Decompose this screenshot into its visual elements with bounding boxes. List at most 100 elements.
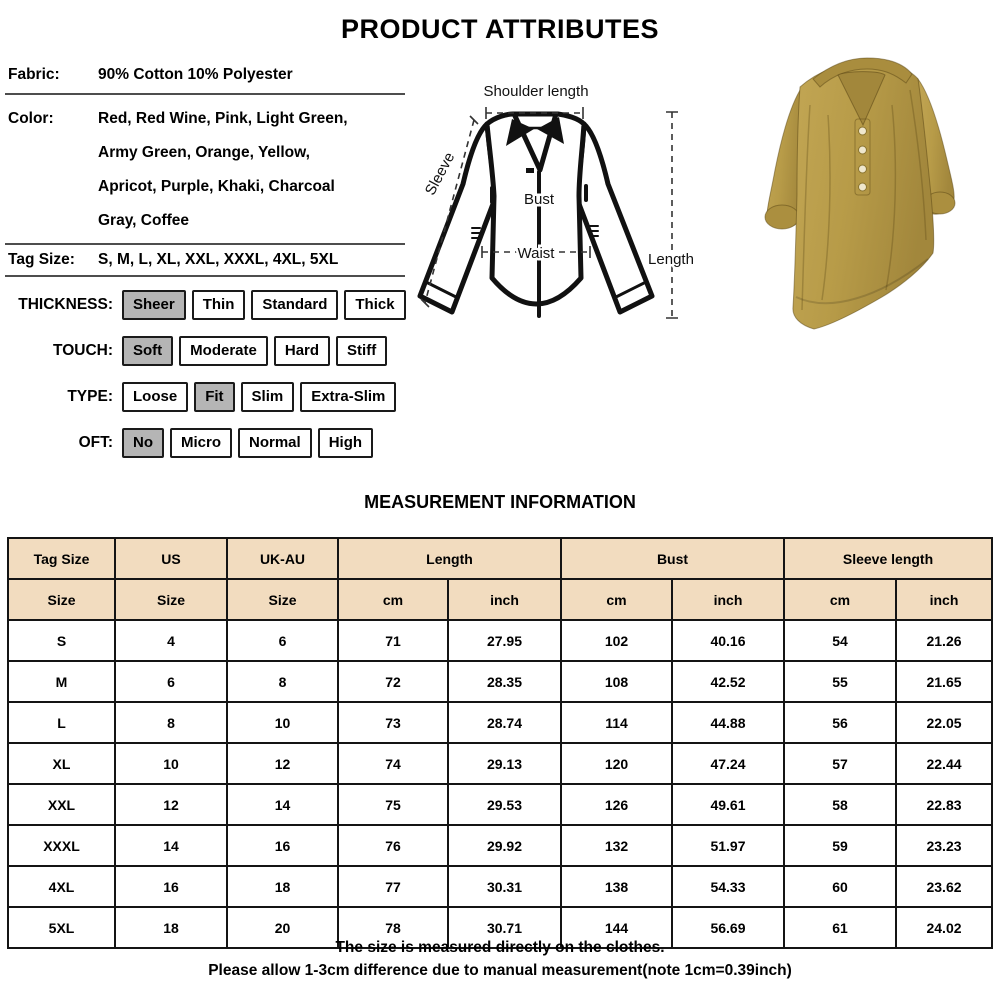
table-row: XL 10 12 74 29.13 120 47.24 57 22.44	[7, 742, 994, 785]
option-micro[interactable]: Micro	[170, 428, 233, 458]
color-label: Color:	[8, 110, 54, 127]
table-row: S 4 6 71 27.95 102 40.16 54 21.26	[7, 619, 994, 662]
size-diagram: Shoulder length Sleeve Bust Waist Length	[417, 81, 696, 319]
option-fit[interactable]: Fit	[194, 382, 235, 412]
option-extra-slim[interactable]: Extra-Slim	[300, 382, 397, 412]
size-cell: XL	[7, 742, 116, 785]
option-soft[interactable]: Soft	[122, 336, 174, 366]
size-cell: 5XL	[7, 906, 116, 949]
option-high[interactable]: High	[317, 428, 374, 458]
value-cell: 56	[783, 701, 897, 744]
selector-row: TYPE: Loose Fit Slim Extra-Slim	[5, 374, 405, 420]
value-cell: 59	[783, 824, 897, 867]
value-cell: 60	[783, 865, 897, 908]
selector-label: TYPE:	[67, 388, 113, 405]
value-cell: 12	[114, 783, 228, 826]
value-cell: 49.61	[671, 783, 785, 826]
selector-row: TOUCH: Soft Moderate Hard Stiff	[5, 328, 405, 374]
value-cell: 138	[560, 865, 673, 908]
footer-note-1: The size is measured directly on the clo…	[335, 939, 665, 956]
option-thin[interactable]: Thin	[191, 290, 246, 320]
value-cell: 56.69	[671, 906, 785, 949]
value-cell: 16	[114, 865, 228, 908]
value-cell: 6	[114, 660, 228, 703]
header-group: Sleeve length	[782, 537, 994, 580]
value-cell: 44.88	[671, 701, 785, 744]
value-cell: 28.74	[447, 701, 562, 744]
header-group: Length	[337, 537, 562, 580]
value-cell: 18	[226, 865, 339, 908]
footer-note-2: Please allow 1-3cm difference due to man…	[208, 962, 792, 979]
sleeve-label: Sleeve	[422, 150, 459, 198]
option-slim[interactable]: Slim	[240, 382, 295, 412]
selector-row: OFT: No Micro Normal High	[5, 420, 405, 466]
header-sub: inch	[447, 578, 562, 621]
table-row: 5XL 18 20 78 30.71 144 56.69 61 24.02	[7, 906, 994, 949]
selector-label: THICKNESS:	[18, 296, 113, 313]
table-row: 4XL 16 18 77 30.31 138 54.33 60 23.62	[7, 865, 994, 908]
option-standard[interactable]: Standard	[251, 290, 339, 320]
option-no[interactable]: No	[122, 428, 164, 458]
tag-size-value: S, M, L, XL, XXL, XXXL, 4XL, 5XL	[98, 251, 339, 268]
header-sub: inch	[894, 578, 994, 621]
size-table-body: S 4 6 71 27.95 102 40.16 54 21.26 M 6 8 72 28.35 108 42…	[7, 619, 994, 949]
table-row: M 6 8 72 28.35 108 42.52 55 21.65	[7, 660, 994, 703]
value-cell: 120	[560, 742, 673, 785]
header-sub: Size	[226, 578, 339, 621]
value-cell: 108	[560, 660, 673, 703]
value-cell: 29.53	[447, 783, 562, 826]
value-cell: 58	[783, 783, 897, 826]
value-cell: 77	[337, 865, 449, 908]
value-cell: 8	[226, 660, 339, 703]
value-cell: 57	[783, 742, 897, 785]
value-cell: 51.97	[671, 824, 785, 867]
option-sheer[interactable]: Sheer	[122, 290, 186, 320]
value-cell: 8	[114, 701, 228, 744]
value-cell: 22.05	[894, 701, 994, 744]
value-cell: 76	[337, 824, 449, 867]
option-loose[interactable]: Loose	[122, 382, 189, 412]
value-cell: 16	[226, 824, 339, 867]
blouse-vneck	[837, 71, 886, 127]
header-group: Tag Size	[7, 537, 116, 580]
size-cell: XXL	[7, 783, 116, 826]
option-thick[interactable]: Thick	[344, 290, 406, 320]
bust-label: Bust	[524, 191, 555, 208]
value-cell: 72	[337, 660, 449, 703]
value-cell: 21.65	[894, 660, 994, 703]
value-cell: 20	[226, 906, 339, 949]
sleeve-measure-line	[424, 119, 475, 304]
tag-size-label: Tag Size:	[8, 251, 75, 268]
value-cell: 102	[560, 619, 673, 662]
option-hard[interactable]: Hard	[273, 336, 331, 366]
size-cell: S	[7, 619, 116, 662]
header-group: UK-AU	[226, 537, 339, 580]
value-cell: 18	[114, 906, 228, 949]
fabric-value: 90% Cotton 10% Polyester	[98, 66, 293, 83]
value-cell: 30.71	[447, 906, 562, 949]
page-title: PRODUCT ATTRIBUTES	[341, 14, 659, 44]
selector-label: OFT:	[78, 434, 113, 451]
header-sub: cm	[337, 578, 449, 621]
option-moderate[interactable]: Moderate	[179, 336, 268, 366]
color-line: Army Green, Orange, Yellow,	[98, 144, 310, 161]
color-values: Red, Red Wine, Pink, Light Green, Army Gr…	[98, 102, 348, 238]
value-cell: 73	[337, 701, 449, 744]
option-normal[interactable]: Normal	[238, 428, 312, 458]
size-table: Tag Size US UK-AU Length Bust Sleeve length Si…	[7, 537, 994, 949]
value-cell: 144	[560, 906, 673, 949]
table-row: XXXL 14 16 76 29.92 132 51.97 59 23.23	[7, 824, 994, 867]
blouse-buttons	[858, 126, 867, 192]
size-cell: XXXL	[7, 824, 116, 867]
table-row: XXL 12 14 75 29.53 126 49.61 58 22.83	[7, 783, 994, 826]
value-cell: 30.31	[447, 865, 562, 908]
size-table-head: Tag Size US UK-AU Length Bust Sleeve length Si…	[7, 537, 994, 621]
header-sub: Size	[7, 578, 116, 621]
option-stiff[interactable]: Stiff	[336, 336, 388, 366]
value-cell: 126	[560, 783, 673, 826]
size-cell: M	[7, 660, 116, 703]
header-sub: Size	[114, 578, 228, 621]
color-line: Apricot, Purple, Khaki, Charcoal	[98, 178, 335, 195]
selector-rows: THICKNESS: Sheer Thin Standard Thick TOUCH: So…	[5, 282, 406, 466]
selector-label: TOUCH:	[53, 342, 113, 359]
